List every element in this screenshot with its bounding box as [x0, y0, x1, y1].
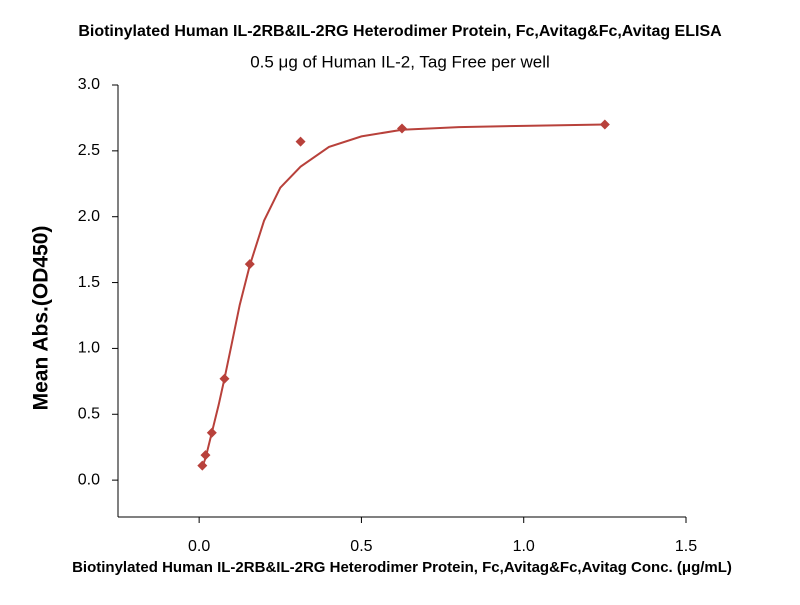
x-axis-label: Biotinylated Human IL-2RB&IL-2RG Heterod… — [72, 559, 732, 576]
data-point — [200, 450, 211, 461]
x-tick-label: 0.5 — [350, 538, 372, 555]
x-tick-label: 1.0 — [513, 538, 535, 555]
y-tick-label: 1.0 — [78, 340, 100, 357]
y-tick-label: 3.0 — [78, 76, 100, 93]
data-point — [197, 460, 208, 471]
fit-curve — [201, 123, 605, 468]
y-tick-label: 0.0 — [78, 471, 100, 488]
y-tick-label: 2.0 — [78, 208, 100, 225]
chart-subtitle: 0.5 μg of Human IL-2, Tag Free per well — [250, 52, 550, 71]
data-point — [599, 119, 610, 130]
data-point — [244, 259, 255, 270]
y-axis-label: Mean Abs.(OD450) — [30, 226, 53, 411]
y-tick-label: 0.5 — [78, 405, 100, 422]
data-point — [219, 373, 230, 384]
data-point — [397, 123, 407, 134]
x-tick-label: 1.5 — [675, 538, 697, 555]
data-point — [295, 136, 306, 147]
y-tick-label: 1.5 — [78, 274, 100, 291]
y-tick-label: 2.5 — [78, 142, 100, 159]
x-tick-label: 0.0 — [188, 538, 210, 555]
data-point — [206, 427, 217, 438]
chart-title: Biotinylated Human IL-2RB&IL-2RG Heterod… — [78, 23, 722, 40]
